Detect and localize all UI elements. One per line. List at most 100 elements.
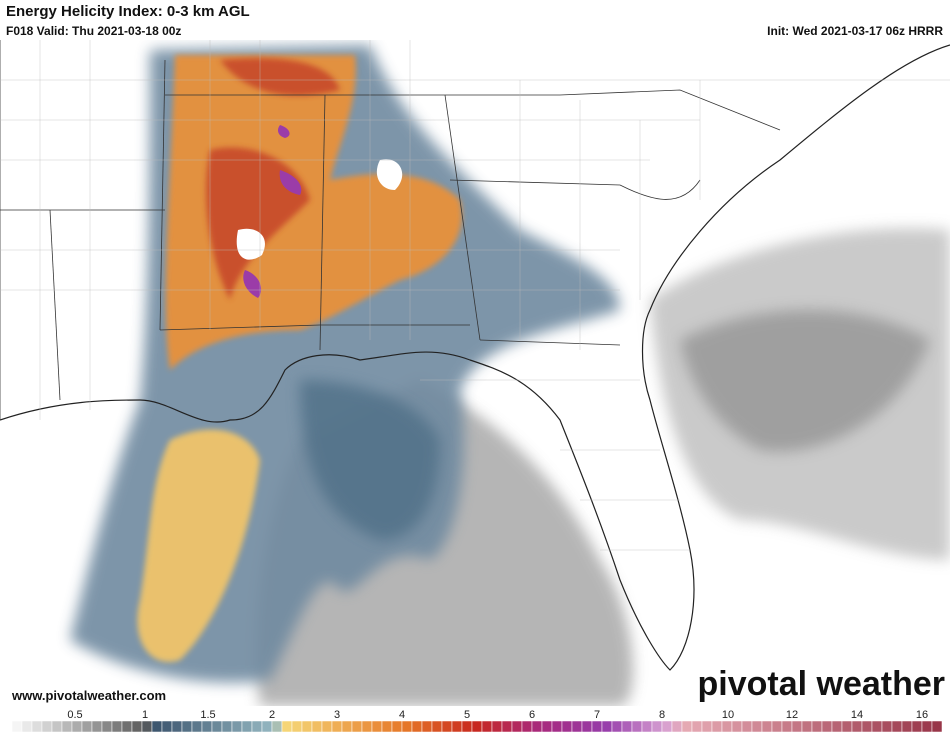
shade-orange: [165, 55, 462, 370]
colorbar-swatch: [451, 720, 463, 733]
colorbar-swatch: [141, 720, 153, 733]
colorbar-swatch: [331, 720, 343, 733]
colorbar-swatch: [431, 720, 443, 733]
colorbar-swatch: [391, 720, 403, 733]
colorbar-swatch: [61, 720, 73, 733]
colorbar: 0.5 1 1.5 2 3 4 5 6 7 8 10 12 14 16: [11, 709, 943, 733]
colorbar-swatch: [291, 720, 303, 733]
colorbar-swatch: [921, 720, 933, 733]
colorbar-swatch: [351, 720, 363, 733]
colorbar-swatch: [801, 720, 813, 733]
colorbar-swatch: [751, 720, 763, 733]
shade-gap: [236, 159, 403, 260]
colorbar-swatch: [381, 720, 393, 733]
colorbar-swatch: [701, 720, 713, 733]
colorbar-swatch: [681, 720, 693, 733]
colorbar-swatch: [71, 720, 83, 733]
colorbar-swatch: [911, 720, 923, 733]
colorbar-swatch: [761, 720, 773, 733]
colorbar-swatch: [571, 720, 583, 733]
colorbar-label: 6: [529, 709, 535, 721]
colorbar-swatch: [131, 720, 143, 733]
colorbar-swatch: [411, 720, 423, 733]
map: [0, 40, 950, 706]
colorbar-swatch: [221, 720, 233, 733]
colorbar-swatch: [841, 720, 853, 733]
colorbar-label: 1.5: [200, 709, 215, 721]
colorbar-swatch: [781, 720, 793, 733]
colorbar-swatch: [531, 720, 543, 733]
colorbar-swatch: [441, 720, 453, 733]
shade-atlantic-dark: [680, 310, 930, 452]
shade-yellow: [137, 429, 260, 662]
colorbar-swatch: [51, 720, 63, 733]
colorbar-swatch: [111, 720, 123, 733]
colorbar-swatch: [711, 720, 723, 733]
colorbar-swatch: [821, 720, 833, 733]
colorbar-swatch: [551, 720, 563, 733]
state-lines: [0, 40, 781, 420]
coastline: [0, 44, 950, 671]
colorbar-label: 3: [334, 709, 340, 721]
colorbar-swatch: [491, 720, 503, 733]
colorbar-label: 0.5: [67, 709, 82, 721]
colorbar-swatch: [831, 720, 843, 733]
colorbar-swatch: [931, 720, 943, 733]
colorbar-swatch: [561, 720, 573, 733]
shade-purple: [243, 125, 302, 298]
colorbar-swatch: [861, 720, 873, 733]
init-time: Init: Wed 2021-03-17 06z HRRR: [767, 24, 943, 38]
colorbar-swatch: [651, 720, 663, 733]
colorbar-label: 7: [594, 709, 600, 721]
title: Energy Helicity Index: 0-3 km AGL: [6, 3, 250, 20]
url: www.pivotalweather.com: [11, 688, 166, 703]
brand: pivotal weather: [697, 665, 945, 703]
colorbar-swatch: [741, 720, 753, 733]
colorbar-swatch: [501, 720, 513, 733]
colorbar-swatch: [81, 720, 93, 733]
colorbar-label: 1: [142, 709, 148, 721]
colorbar-swatch: [211, 720, 223, 733]
colorbar-swatch: [151, 720, 163, 733]
colorbar-swatch: [311, 720, 323, 733]
colorbar-swatch: [191, 720, 203, 733]
colorbar-swatch: [231, 720, 243, 733]
colorbar-swatch: [241, 720, 253, 733]
colorbar-swatch: [901, 720, 913, 733]
colorbar-swatch: [521, 720, 533, 733]
shade-blue-dark: [300, 380, 440, 540]
colorbar-label: 5: [464, 709, 470, 721]
colorbar-swatch: [471, 720, 483, 733]
colorbar-swatch: [581, 720, 593, 733]
county-lines: [0, 40, 950, 551]
colorbar-swatch: [591, 720, 603, 733]
colorbar-swatch: [201, 720, 213, 733]
colorbar-swatch: [91, 720, 103, 733]
colorbar-swatch: [101, 720, 113, 733]
colorbar-swatch: [661, 720, 673, 733]
colorbar-swatch: [811, 720, 823, 733]
colorbar-swatch: [851, 720, 863, 733]
colorbar-swatch: [41, 720, 53, 733]
colorbar-swatch: [611, 720, 623, 733]
colorbar-swatch: [721, 720, 733, 733]
colorbar-swatch: [341, 720, 353, 733]
colorbar-swatch: [321, 720, 333, 733]
colorbar-label: 4: [399, 709, 405, 721]
colorbar-swatch: [731, 720, 743, 733]
colorbar-swatch: [421, 720, 433, 733]
colorbar-swatch: [171, 720, 183, 733]
colorbar-swatch: [791, 720, 803, 733]
colorbar-swatch: [891, 720, 903, 733]
colorbar-swatch: [601, 720, 613, 733]
colorbar-swatch: [21, 720, 33, 733]
colorbar-swatch: [361, 720, 373, 733]
colorbar-swatch: [671, 720, 683, 733]
colorbar-swatch: [31, 720, 43, 733]
colorbar-swatch: [281, 720, 293, 733]
colorbar-label: 10: [722, 709, 734, 721]
valid-time: F018 Valid: Thu 2021-03-18 00z: [6, 24, 181, 38]
colorbar-swatch: [161, 720, 173, 733]
colorbar-swatch: [251, 720, 263, 733]
colorbar-swatch: [401, 720, 413, 733]
